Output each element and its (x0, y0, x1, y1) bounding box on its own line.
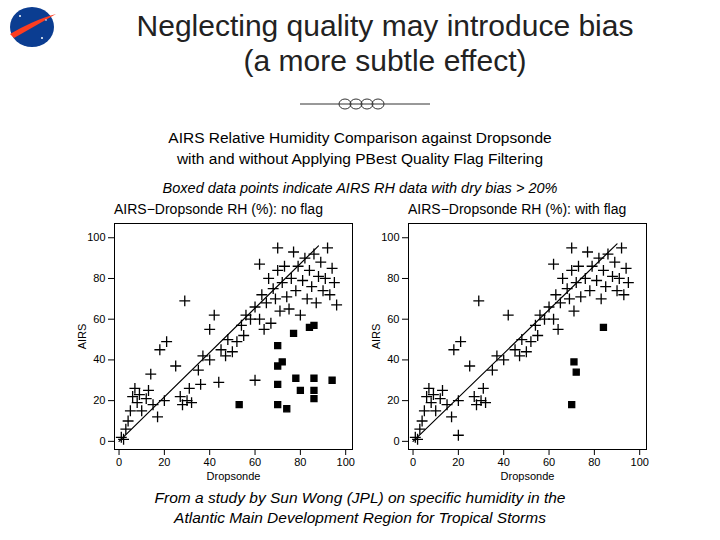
svg-text:20: 20 (158, 456, 170, 468)
svg-text:100: 100 (631, 456, 649, 468)
svg-text:0: 0 (393, 435, 399, 447)
html-text:AIRS−Dropsonde RH (%): with fl: AIRS−Dropsonde RH (%): with flag (408, 201, 627, 217)
svg-text:80: 80 (93, 272, 105, 284)
html-text:AIRS Relative Humidity Compari: AIRS Relative Humidity Comparison agains… (168, 129, 552, 146)
svg-text:Dropsonde: Dropsonde (501, 470, 555, 482)
svg-text:80: 80 (387, 272, 399, 284)
svg-text:40: 40 (387, 353, 399, 365)
svg-text:0: 0 (116, 456, 122, 468)
svg-text:40: 40 (204, 456, 216, 468)
html-text:Boxed data points indicate AIR: Boxed data points indicate AIRS RH data … (162, 180, 558, 196)
svg-text:AIRS: AIRS (370, 324, 382, 350)
svg-text:0: 0 (99, 435, 105, 447)
html-text:From a study by Sun Wong (JPL): From a study by Sun Wong (JPL) on specif… (154, 489, 566, 506)
svg-text:100: 100 (337, 456, 355, 468)
html-text:Neglecting quality may introdu: Neglecting quality may introduce bias (136, 9, 634, 42)
svg-text:40: 40 (93, 353, 105, 365)
svg-text:60: 60 (543, 456, 555, 468)
svg-text:20: 20 (387, 394, 399, 406)
html-text:with and without Applying PBes: with and without Applying PBest Quality … (176, 150, 544, 167)
html-text:Atlantic Main Development Regi: Atlantic Main Development Region for Tro… (174, 509, 546, 526)
html-text:AIRS−Dropsonde RH (%): no flag: AIRS−Dropsonde RH (%): no flag (114, 201, 323, 217)
svg-text:60: 60 (387, 313, 399, 325)
svg-text:Dropsonde: Dropsonde (207, 470, 261, 482)
svg-text:100: 100 (87, 231, 105, 243)
svg-text:40: 40 (498, 456, 510, 468)
svg-text:AIRS: AIRS (76, 324, 88, 350)
svg-text:60: 60 (249, 456, 261, 468)
svg-text:100: 100 (381, 231, 399, 243)
svg-text:80: 80 (588, 456, 600, 468)
svg-text:20: 20 (452, 456, 464, 468)
svg-text:80: 80 (294, 456, 306, 468)
svg-text:0: 0 (410, 456, 416, 468)
html-text:(a more subtle effect): (a more subtle effect) (243, 44, 527, 77)
svg-text:20: 20 (93, 394, 105, 406)
svg-text:60: 60 (93, 313, 105, 325)
